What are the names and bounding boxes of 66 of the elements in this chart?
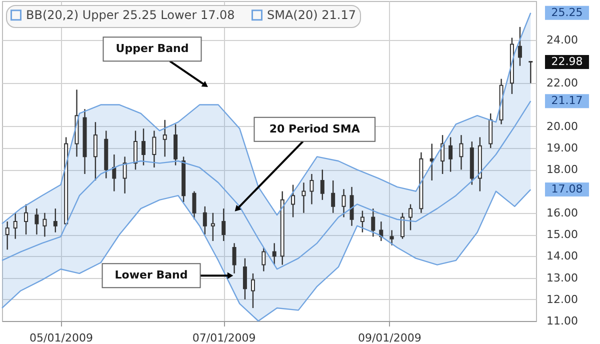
annotation: Lower Band — [114, 268, 188, 282]
y-tick-label: 18.00 — [546, 163, 578, 176]
legend-label: SMA(20) 21.17 — [267, 8, 356, 22]
y-tick-label: 19.00 — [546, 142, 578, 155]
candlestick — [350, 186, 354, 226]
candlestick — [5, 220, 10, 250]
y-tick-label: 22.00 — [546, 76, 578, 90]
candlestick — [122, 156, 127, 194]
candlestick — [528, 60, 533, 84]
candlestick — [342, 188, 346, 218]
candlestick — [400, 212, 404, 240]
candlestick — [448, 136, 453, 172]
candlestick — [34, 208, 39, 236]
candlestick — [310, 173, 314, 205]
x-tick-label: 07/01/2009 — [192, 332, 256, 344]
candlestick — [459, 134, 464, 170]
candlestick — [291, 184, 296, 218]
annotation: 20 Period SMA — [269, 122, 360, 136]
candlestick — [390, 230, 394, 246]
line-series — [1, 100, 532, 270]
annotation: 21.17 — [551, 94, 583, 108]
candlestick — [93, 121, 98, 182]
candlestick — [174, 124, 178, 166]
candlestick — [13, 212, 18, 240]
line-series — [1, 188, 532, 322]
annotation: 22.98 — [551, 54, 583, 68]
candlestick — [202, 206, 207, 236]
candlestick — [232, 242, 236, 274]
candlestick — [262, 246, 266, 272]
y-tick-label: 15.00 — [546, 228, 578, 242]
y-tick-label: 14.00 — [546, 250, 578, 263]
candlestick — [518, 26, 522, 66]
candlestick — [24, 204, 28, 236]
candlestick — [320, 169, 324, 201]
candlestick — [112, 154, 116, 192]
y-tick-label: 16.00 — [546, 206, 578, 220]
candlestick — [134, 130, 138, 170]
candlestick — [360, 210, 364, 233]
candlestick — [272, 242, 276, 266]
annotation: Upper Band — [116, 42, 189, 56]
x-tick-label: 09/01/2009 — [358, 332, 422, 344]
legend-label: BB(20,2) Upper 25.25 Lower 17.08 — [26, 8, 235, 22]
candlestick — [152, 130, 156, 168]
annotation: 17.08 — [551, 182, 583, 196]
candlestick — [408, 204, 413, 231]
y-tick-label: 13.00 — [546, 271, 578, 284]
x-tick-label: 05/01/2009 — [30, 332, 93, 344]
candlestick — [250, 272, 255, 309]
candlestick — [331, 180, 336, 214]
candlestick — [488, 112, 493, 149]
annotation: 25.25 — [551, 6, 583, 19]
candlestick — [53, 208, 58, 233]
candlestick — [302, 182, 306, 214]
candlestick — [222, 208, 226, 242]
y-tick-label: 11.00 — [546, 314, 578, 328]
candlestick — [242, 258, 247, 300]
candlestick — [42, 212, 47, 238]
y-tick-label: 12.00 — [546, 292, 578, 306]
candlestick — [142, 128, 146, 166]
y-tick-label: 20.00 — [546, 120, 578, 133]
candlestick — [440, 134, 445, 175]
candlestick — [371, 208, 376, 238]
y-tick-label: 24.00 — [546, 33, 578, 46]
candlestick — [192, 190, 196, 220]
candlestick — [210, 212, 215, 242]
candlestick — [162, 119, 167, 158]
